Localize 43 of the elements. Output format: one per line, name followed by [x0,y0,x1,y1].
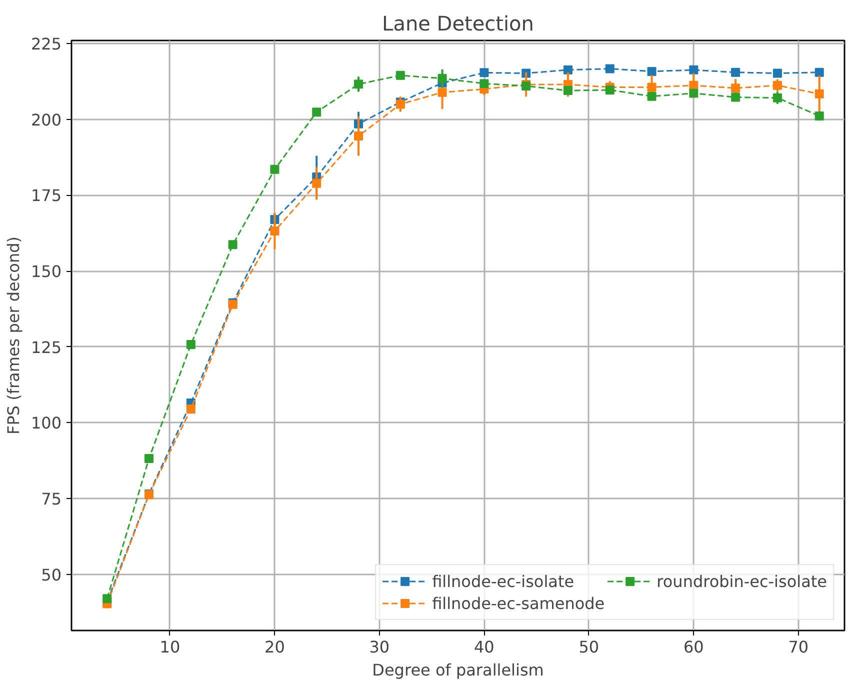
point [102,594,112,604]
chart-title: Lane Detection [382,12,534,36]
legend-label: fillnode-ec-samenode [432,594,605,612]
point [689,88,698,98]
y-tick-label: 200 [30,110,62,130]
x-axis-title: Degree of parallelism [372,660,544,680]
y-tick-label: 125 [30,338,62,357]
point [480,79,489,88]
x-tick-label: 30 [369,638,390,656]
point [186,340,196,349]
point [270,164,280,174]
legend-label: roundrobin-ec-isolate [656,572,827,590]
point [605,64,614,74]
point [605,85,614,94]
point [480,68,489,78]
legend-label: fillnode-ec-isolate [432,572,574,590]
x-tick-label: 40 [474,638,494,656]
point [563,65,572,74]
point [731,68,740,77]
point [312,108,322,117]
point [228,240,238,250]
point [647,92,656,101]
y-axis-title: FPS (frames per decond) [4,236,23,434]
point [396,70,405,80]
point [731,92,740,102]
y-tick-label: 75 [41,490,62,509]
point [689,65,698,74]
y-tick-label: 150 [30,262,62,282]
point [814,112,824,121]
point [814,68,824,77]
point [647,66,656,76]
x-tick-label: 20 [264,638,285,656]
point [563,86,572,96]
point [772,68,782,78]
y-tick-label: 175 [30,186,62,206]
y-tick-label: 100 [30,414,62,433]
x-tick-label: 10 [160,638,180,656]
x-tick-label: 70 [788,638,809,656]
y-tick-label: 225 [30,34,62,54]
x-tick-label: 50 [578,638,600,656]
y-tick-label: 50 [41,565,62,584]
point [144,454,154,464]
x-tick-label: 60 [683,638,704,656]
